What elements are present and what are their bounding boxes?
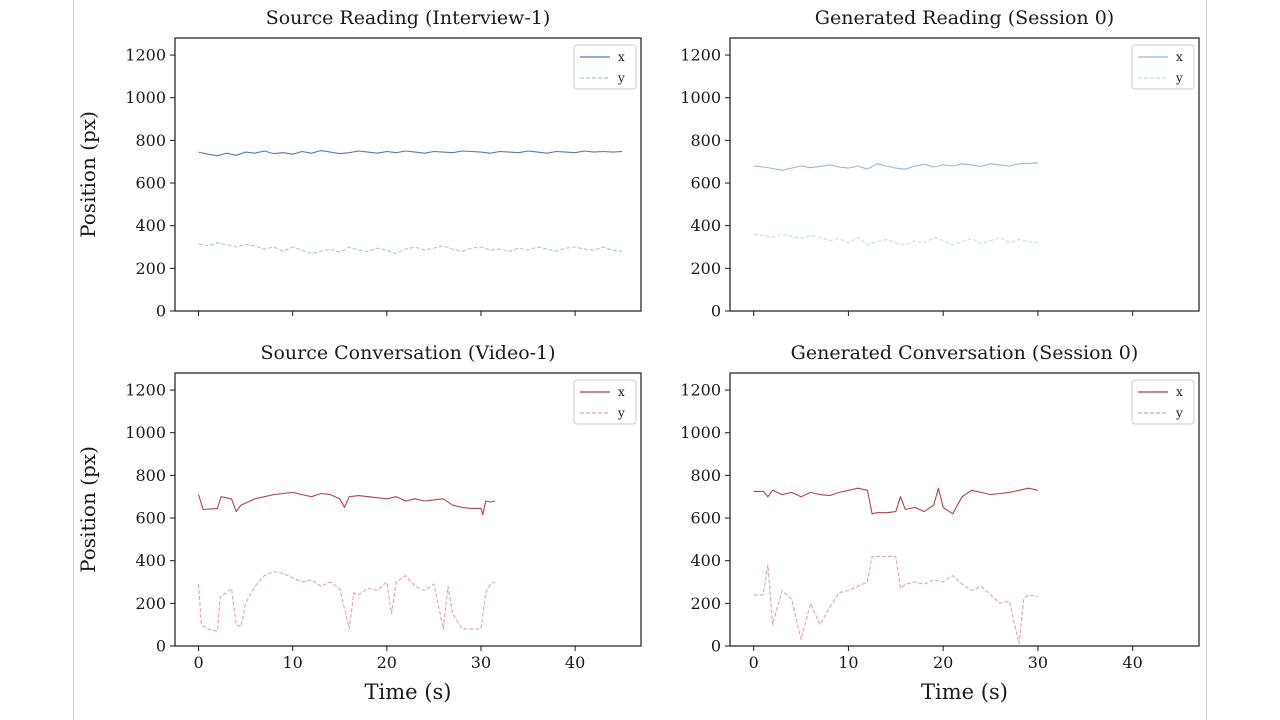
legend-box <box>1131 44 1195 90</box>
axes-frame <box>174 372 642 647</box>
page-right-border <box>1206 0 1207 720</box>
y-tick-label: 0 <box>156 637 166 656</box>
y-tick-label: 800 <box>690 466 721 485</box>
y-tick-label: 0 <box>711 302 721 321</box>
axes-frame <box>729 372 1200 647</box>
x-tick-label: 30 <box>1028 653 1048 672</box>
y-tick-label: 1000 <box>125 88 166 107</box>
legend-label: x <box>1176 50 1183 64</box>
y-tick-label: 200 <box>135 594 166 613</box>
legend-label: x <box>618 385 625 399</box>
y-tick-label: 400 <box>690 551 721 570</box>
x-axis-label: Time (s) <box>921 680 1008 704</box>
x-tick-label: 10 <box>838 653 858 672</box>
legend-box <box>573 379 637 425</box>
legend-box <box>573 44 637 90</box>
series-line-x <box>753 487 1039 515</box>
y-tick-label: 1000 <box>125 423 166 442</box>
x-tick-label: 20 <box>933 653 953 672</box>
y-axis-label: Position (px) <box>76 111 100 238</box>
chart-title: Generated Reading (Session 0) <box>815 7 1114 29</box>
y-tick-label: 600 <box>690 509 721 528</box>
y-axis-label: Position (px) <box>76 446 100 573</box>
series-line-x <box>753 162 1038 171</box>
y-tick-label: 400 <box>135 551 166 570</box>
y-tick-label: 200 <box>690 259 721 278</box>
y-tick-label: 600 <box>690 174 721 193</box>
legend-box <box>1131 379 1195 425</box>
series-line-y <box>753 233 1038 246</box>
x-axis-label: Time (s) <box>365 680 452 704</box>
x-tick-label: 40 <box>565 653 585 672</box>
series-line-y <box>198 242 623 254</box>
legend-label: y <box>1175 71 1183 85</box>
x-tick-label: 0 <box>193 653 203 672</box>
y-tick-label: 800 <box>135 466 166 485</box>
y-tick-label: 800 <box>690 131 721 150</box>
series-line-x <box>197 491 496 516</box>
x-tick-label: 10 <box>282 653 302 672</box>
y-tick-label: 400 <box>690 216 721 235</box>
series-line-y <box>753 555 1039 645</box>
y-tick-label: 600 <box>135 174 166 193</box>
y-tick-label: 1000 <box>680 423 721 442</box>
chart-title: Source Conversation (Video-1) <box>260 342 555 364</box>
legend-label: x <box>1176 385 1183 399</box>
axes-frame <box>174 37 642 312</box>
x-tick-label: 40 <box>1122 653 1142 672</box>
x-tick-label: 30 <box>471 653 491 672</box>
y-tick-label: 0 <box>156 302 166 321</box>
y-tick-label: 400 <box>135 216 166 235</box>
y-tick-label: 1200 <box>680 46 721 65</box>
y-tick-label: 200 <box>690 594 721 613</box>
y-tick-label: 800 <box>135 131 166 150</box>
y-tick-label: 600 <box>135 509 166 528</box>
y-tick-label: 0 <box>711 637 721 656</box>
page-left-border <box>73 0 74 720</box>
legend-label: x <box>618 50 625 64</box>
y-tick-label: 1200 <box>680 381 721 400</box>
y-tick-label: 200 <box>135 259 166 278</box>
y-tick-label: 1200 <box>125 381 166 400</box>
axes-frame <box>729 37 1200 312</box>
y-tick-label: 1200 <box>125 46 166 65</box>
legend-label: y <box>617 71 625 85</box>
legend-label: y <box>617 406 625 420</box>
legend-label: y <box>1175 406 1183 420</box>
x-tick-label: 20 <box>377 653 397 672</box>
y-tick-label: 1000 <box>680 88 721 107</box>
chart-title: Generated Conversation (Session 0) <box>791 342 1139 364</box>
x-tick-label: 0 <box>749 653 759 672</box>
series-line-x <box>198 150 623 157</box>
chart-title: Source Reading (Interview-1) <box>266 7 551 29</box>
series-line-y <box>197 570 496 632</box>
